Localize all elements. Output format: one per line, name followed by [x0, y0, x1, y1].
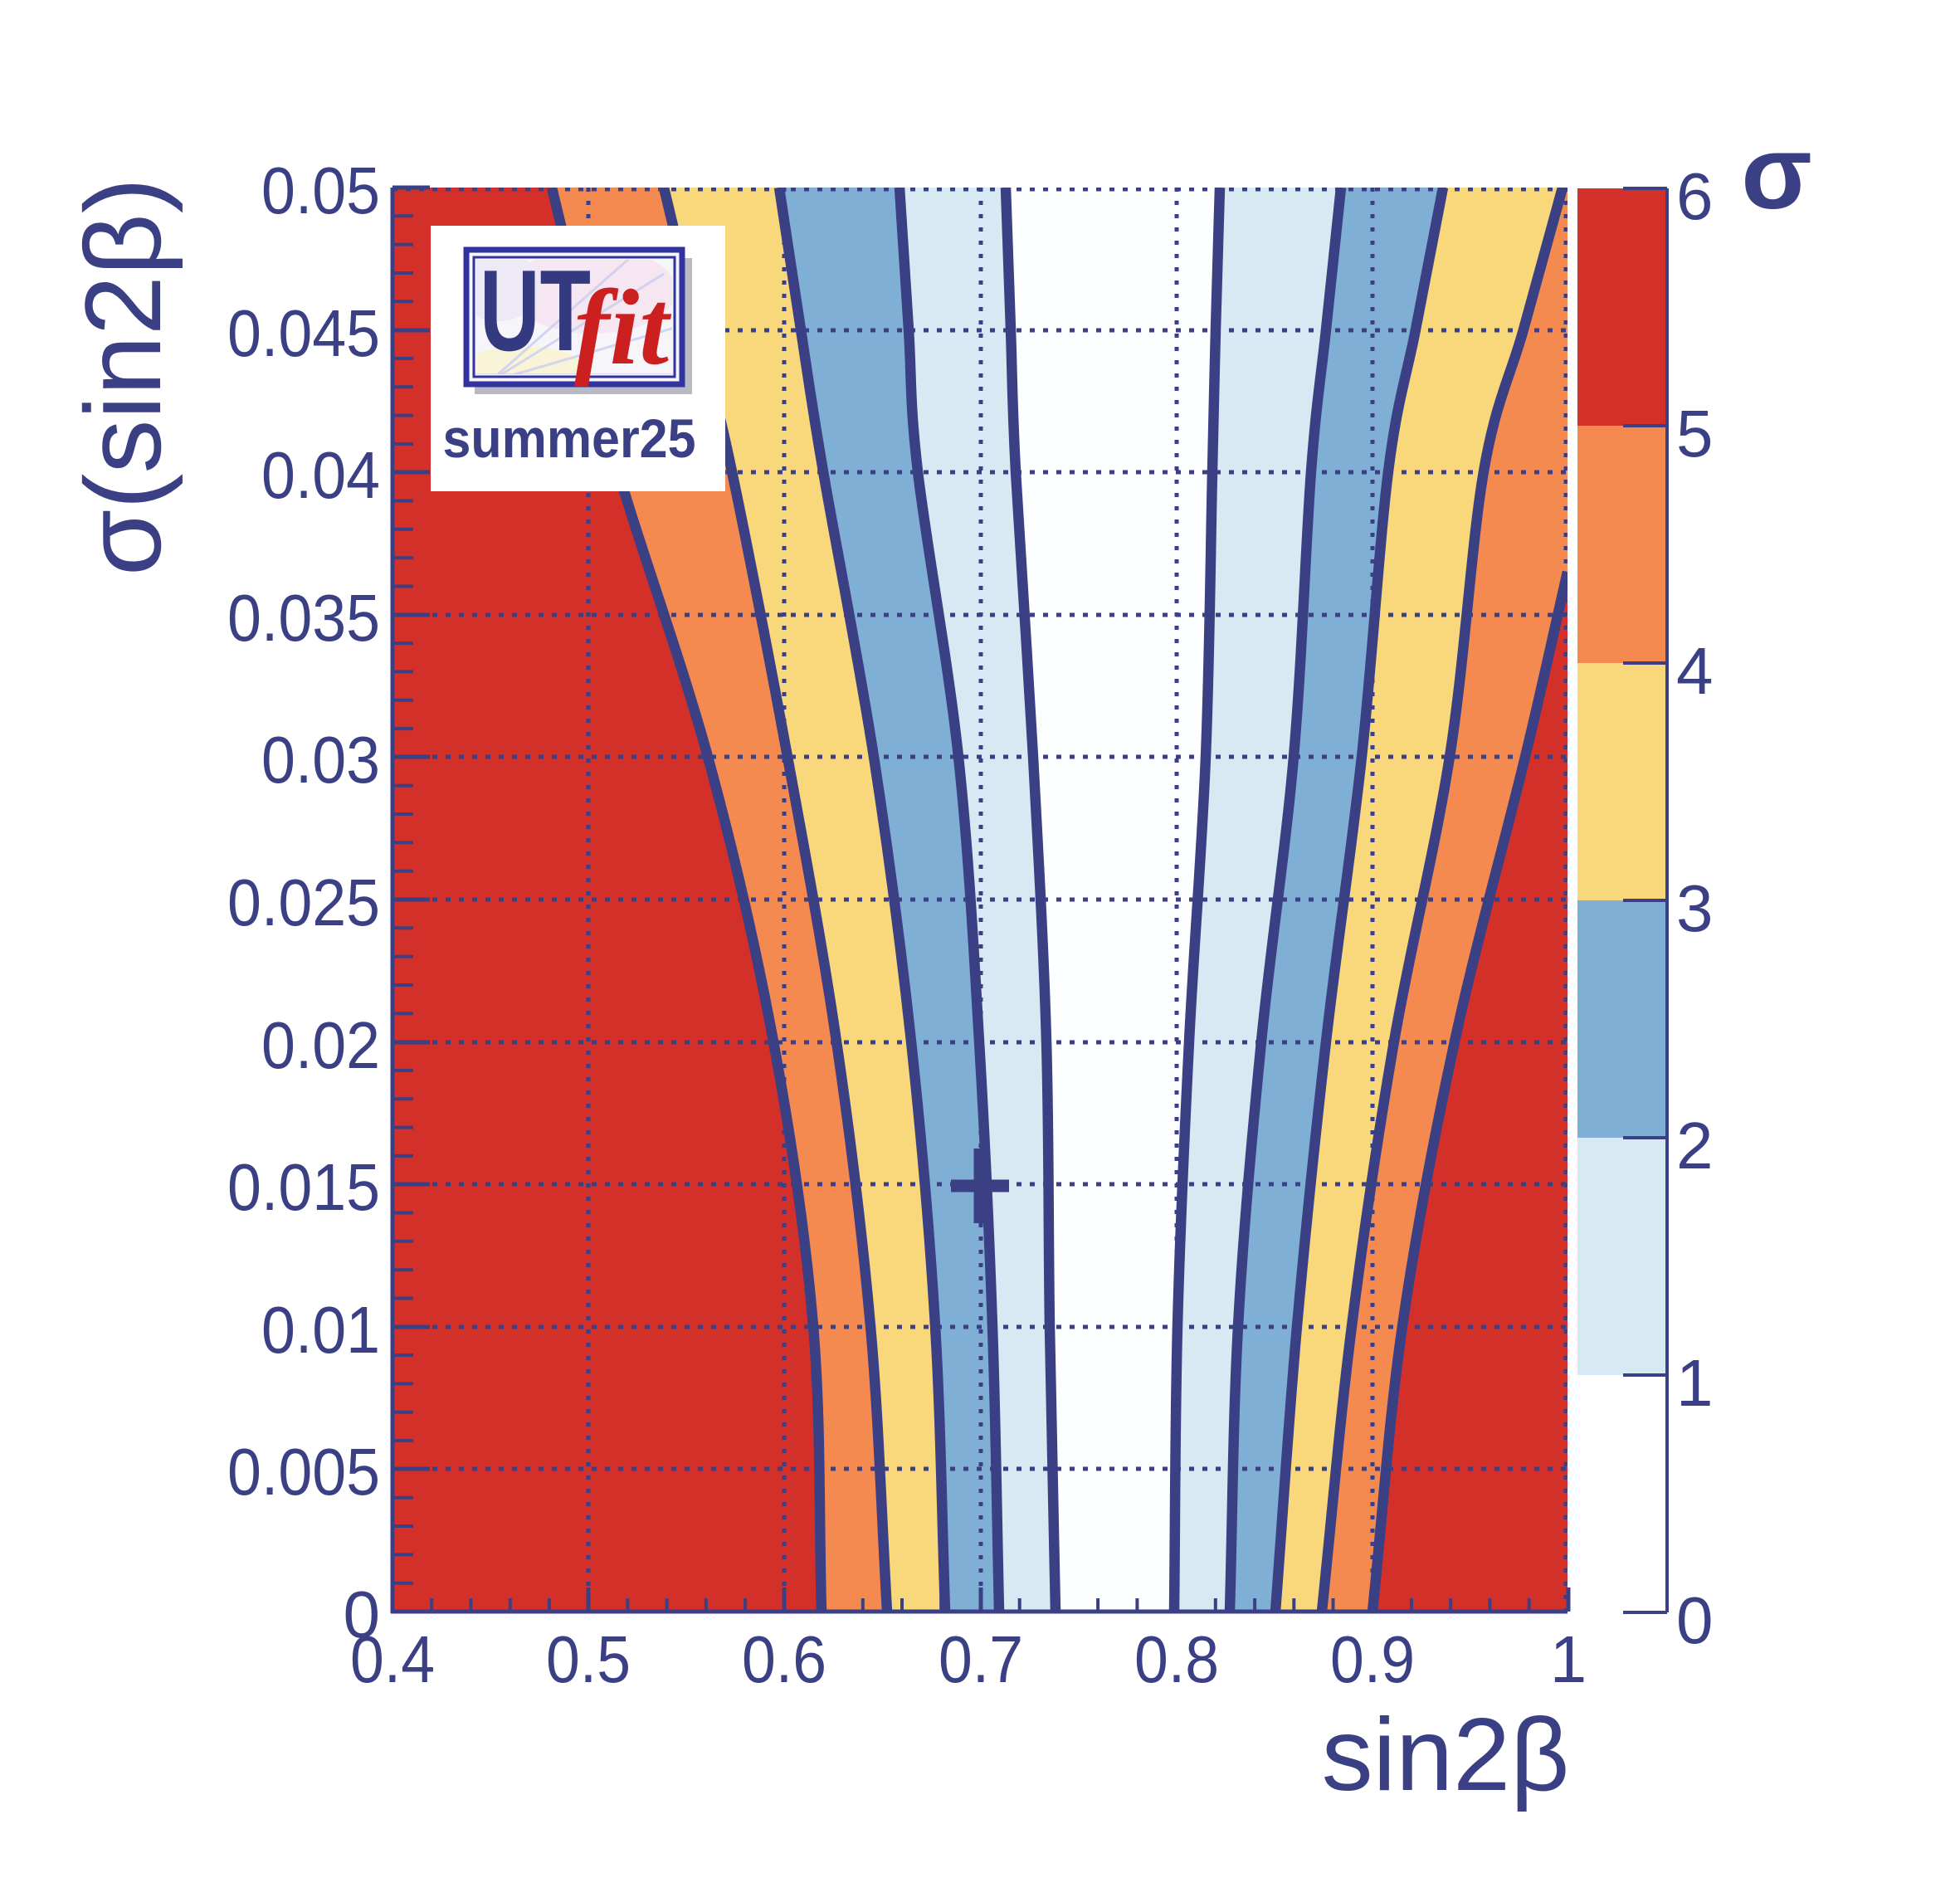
svg-text:summer25: summer25 — [443, 407, 696, 469]
svg-text:0.03: 0.03 — [261, 723, 380, 797]
svg-text:fit: fit — [574, 268, 672, 388]
svg-text:sin2β: sin2β — [1322, 1698, 1570, 1812]
svg-text:0.5: 0.5 — [546, 1622, 631, 1696]
svg-text:4: 4 — [1676, 634, 1714, 708]
svg-text:σ: σ — [1741, 115, 1812, 231]
svg-text:0.6: 0.6 — [742, 1622, 826, 1696]
svg-text:σ(sin2β): σ(sin2β) — [62, 178, 183, 576]
svg-text:0.05: 0.05 — [261, 154, 380, 227]
svg-text:UT: UT — [480, 246, 591, 375]
svg-text:0.015: 0.015 — [227, 1150, 380, 1224]
svg-text:5: 5 — [1676, 397, 1714, 471]
svg-text:0.04: 0.04 — [261, 438, 380, 512]
svg-text:0.005: 0.005 — [227, 1435, 380, 1509]
svg-text:0.045: 0.045 — [227, 296, 380, 370]
svg-text:0.7: 0.7 — [939, 1622, 1023, 1696]
svg-text:0.035: 0.035 — [227, 581, 380, 655]
svg-text:0.01: 0.01 — [261, 1293, 380, 1367]
svg-text:1: 1 — [1550, 1622, 1587, 1696]
svg-text:0.4: 0.4 — [350, 1622, 435, 1696]
svg-text:0: 0 — [1676, 1583, 1714, 1657]
svg-text:0.9: 0.9 — [1330, 1622, 1415, 1696]
svg-text:0.025: 0.025 — [227, 866, 380, 939]
svg-text:0.8: 0.8 — [1134, 1622, 1219, 1696]
svg-text:0.02: 0.02 — [261, 1008, 380, 1082]
svg-text:1: 1 — [1676, 1346, 1714, 1420]
svg-text:2: 2 — [1676, 1109, 1714, 1183]
svg-text:6: 6 — [1676, 159, 1714, 233]
svg-text:3: 3 — [1676, 871, 1714, 945]
svg-text:0: 0 — [344, 1578, 381, 1651]
